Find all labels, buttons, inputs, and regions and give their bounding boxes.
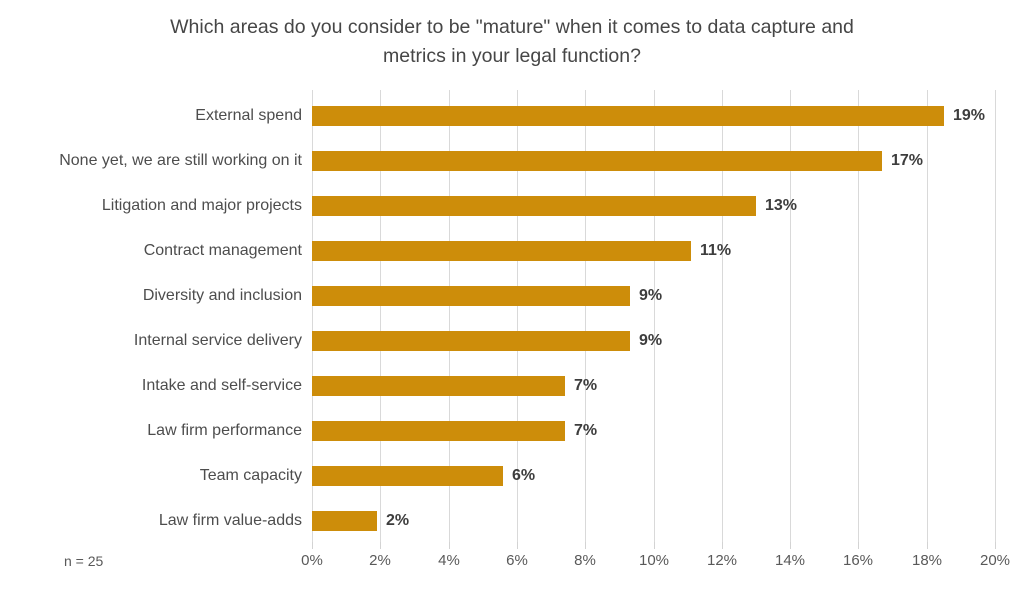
gridline: [790, 90, 791, 542]
value-label: 7%: [574, 377, 598, 394]
value-label: 19%: [953, 107, 986, 124]
bar: [312, 241, 691, 261]
bar: [312, 196, 756, 216]
value-label: 13%: [765, 197, 798, 214]
sample-size-note: n = 25: [64, 553, 104, 569]
bar: [312, 376, 565, 396]
x-tick-label: 12%: [706, 552, 738, 569]
category-label: Intake and self-service: [141, 377, 302, 394]
chart-title-line-2: metrics in your legal function?: [383, 45, 641, 67]
bar: [312, 286, 630, 306]
gridline: [722, 90, 723, 542]
category-label: External spend: [195, 107, 302, 124]
category-label: Team capacity: [199, 467, 302, 484]
bar: [312, 466, 503, 486]
x-tick-label: 20%: [979, 552, 1011, 569]
plot-area: 19% 17% 13% 11% 9% 9% 7% 7% 6% 2%: [312, 90, 996, 549]
chart-title-line-1: Which areas do you consider to be "matur…: [170, 16, 854, 38]
gridline: [995, 90, 996, 542]
category-label: Litigation and major projects: [101, 197, 302, 214]
bar: [312, 331, 630, 351]
category-label: Diversity and inclusion: [142, 287, 302, 304]
gridline: [927, 90, 928, 542]
axis-tick-mark: [995, 542, 996, 549]
x-tick-label: 14%: [774, 552, 806, 569]
bar: [312, 421, 565, 441]
value-label: 9%: [639, 287, 663, 304]
axis-tick-mark: [517, 542, 518, 549]
x-tick-label: 16%: [842, 552, 874, 569]
axis-tick-mark: [449, 542, 450, 549]
x-tick-label: 10%: [638, 552, 670, 569]
axis-tick-mark: [654, 542, 655, 549]
bar: [312, 511, 377, 531]
axis-tick-mark: [722, 542, 723, 549]
x-tick-label: 6%: [506, 552, 528, 569]
x-tick-label: 8%: [574, 552, 596, 569]
gridline: [585, 90, 586, 542]
value-label: 6%: [512, 467, 536, 484]
axis-tick-mark: [927, 542, 928, 549]
x-tick-label: 4%: [438, 552, 460, 569]
gridline: [858, 90, 859, 542]
bar: [312, 106, 944, 126]
value-label: 9%: [639, 332, 663, 349]
axis-tick-mark: [380, 542, 381, 549]
category-label: Law firm value-adds: [158, 512, 302, 529]
value-label: 2%: [386, 512, 410, 529]
bar: [312, 151, 882, 171]
gridline: [380, 90, 381, 542]
chart-title: Which areas do you consider to be "matur…: [102, 13, 922, 71]
category-label: Internal service delivery: [133, 332, 302, 349]
axis-tick-mark: [858, 542, 859, 549]
category-label: Law firm performance: [147, 422, 302, 439]
x-tick-label: 0%: [301, 552, 323, 569]
value-label: 11%: [700, 242, 732, 259]
gridline: [449, 90, 450, 542]
gridline: [654, 90, 655, 542]
value-label: 7%: [574, 422, 598, 439]
x-tick-label: 18%: [911, 552, 943, 569]
gridline: [312, 90, 313, 542]
value-label: 17%: [891, 152, 924, 169]
axis-tick-mark: [790, 542, 791, 549]
category-label: None yet, we are still working on it: [59, 152, 302, 169]
axis-tick-mark: [585, 542, 586, 549]
gridline: [517, 90, 518, 542]
category-label: Contract management: [143, 242, 302, 259]
axis-tick-mark: [312, 542, 313, 549]
x-tick-label: 2%: [369, 552, 391, 569]
